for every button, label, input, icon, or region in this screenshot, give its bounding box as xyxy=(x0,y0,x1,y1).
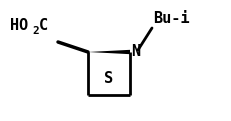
Text: S: S xyxy=(104,71,114,86)
Text: Bu-i: Bu-i xyxy=(153,11,189,26)
Text: 2: 2 xyxy=(32,26,39,36)
Text: N: N xyxy=(131,45,140,60)
Text: HO: HO xyxy=(10,18,28,33)
Text: C: C xyxy=(39,18,48,33)
Polygon shape xyxy=(88,50,130,54)
